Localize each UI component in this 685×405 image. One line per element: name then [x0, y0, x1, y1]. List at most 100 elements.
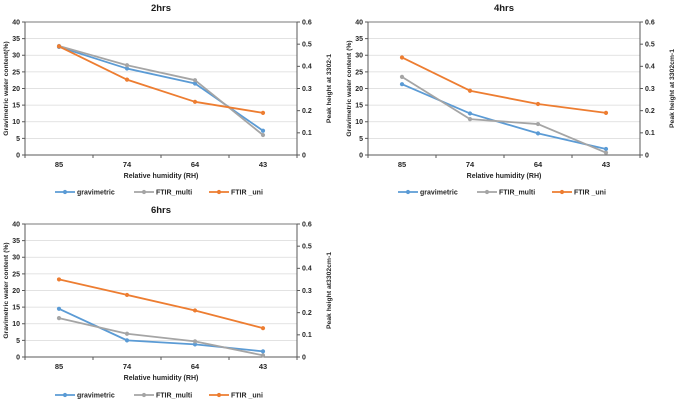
data-point [192, 81, 198, 86]
data-point [124, 77, 130, 82]
data-point [124, 66, 130, 71]
y-tick-label-right: 0.1 [302, 332, 312, 339]
data-point [467, 88, 473, 93]
y-tick-label-right: 0 [302, 152, 306, 159]
chart-6hrs: 0 5 10 15 20 25 30 35 40 0 0.1 0.2 0.3 0.4 0.5 0.6 85 74 6… [3, 205, 333, 400]
legend-label: FTIR _uni [231, 190, 263, 197]
x-tick-label: 74 [466, 160, 475, 169]
data-point [260, 132, 266, 138]
y-tick-label-left: 0 [359, 152, 363, 159]
data-point [124, 292, 130, 298]
legend-item: gravimetric [55, 393, 115, 400]
y-axis-title-right: Peak height at3302cm-1 [326, 252, 333, 329]
x-tick-label: 43 [259, 160, 267, 169]
legend-label: gravimetric [77, 190, 115, 197]
y-tick-label-right: 0.6 [645, 19, 655, 26]
chart-panel-6hrs: 0 5 10 15 20 25 30 35 40 0 0.1 0.2 0.3 0.4 0.5 0.6 85 74 6… [0, 202, 342, 405]
y-tick-label-left: 25 [12, 271, 20, 278]
legend-label: gravimetric [77, 393, 115, 400]
y-tick-label-left: 5 [16, 136, 20, 143]
legend-item: FTIR _uni [552, 190, 606, 197]
y-tick-label-right: 0.2 [302, 310, 312, 317]
chart-2hrs: 0 5 10 15 20 25 30 35 40 0 0.1 0.2 0.3 0.4 0.5 0.6 85 74 6… [3, 3, 333, 197]
y-axis-title-right: Peak height at 3302-1 [326, 54, 333, 123]
y-tick-label-right: 0 [302, 354, 306, 361]
y-tick-label-right: 0.4 [302, 64, 312, 71]
legend-marker [405, 189, 411, 195]
data-point [192, 342, 198, 347]
x-axis-title: Relative humidity (RH) [124, 375, 199, 382]
legend-marker [559, 189, 565, 195]
y-tick-label-left: 40 [12, 19, 20, 26]
legend-item: FTIR_multi [477, 190, 535, 197]
data-point [467, 111, 473, 116]
x-tick-label: 64 [534, 160, 543, 169]
y-tick-label-left: 15 [12, 103, 20, 110]
y-tick-label-left: 20 [12, 288, 20, 295]
data-point [56, 315, 62, 321]
x-tick-label: 74 [123, 362, 132, 371]
data-point [260, 128, 266, 133]
legend-label: FTIR_multi [499, 190, 535, 197]
y-tick-label-left: 40 [355, 19, 363, 26]
y-tick-label-left: 30 [12, 255, 20, 262]
x-tick-label: 74 [123, 160, 132, 169]
x-tick-label: 85 [398, 160, 406, 169]
data-point [192, 78, 198, 83]
y-tick-label-right: 0.3 [302, 86, 312, 93]
y-tick-label-left: 25 [12, 69, 20, 76]
x-tick-label: 64 [191, 160, 200, 169]
legend-label: FTIR _uni [574, 190, 606, 197]
legend-marker [216, 189, 222, 195]
y-tick-label-left: 10 [12, 321, 20, 328]
y-tick-label-right: 0.5 [645, 42, 655, 49]
y-tick-label-right: 0.2 [645, 108, 655, 115]
data-point [124, 331, 130, 336]
data-point [260, 349, 266, 354]
y-tick-label-right: 0 [645, 152, 649, 159]
x-tick-label: 85 [55, 160, 63, 169]
data-point [56, 306, 62, 311]
data-point [603, 110, 609, 115]
data-point [467, 116, 473, 122]
y-tick-label-left: 30 [12, 53, 20, 60]
y-tick-label-left: 10 [355, 119, 363, 126]
chart-title: 2hrs [151, 3, 171, 14]
y-axis-title-right: Peak height at 3302cm-1 [669, 49, 676, 128]
y-tick-label-right: 0.1 [645, 130, 655, 137]
y-tick-label-left: 20 [355, 86, 363, 93]
legend-marker [141, 189, 147, 195]
legend-item: FTIR_multi [134, 190, 192, 197]
y-tick-label-right: 0.5 [302, 244, 312, 251]
data-point [260, 353, 266, 358]
legend-marker [141, 392, 147, 398]
y-tick-label-right: 0.6 [302, 221, 312, 228]
legend-label: gravimetric [420, 190, 458, 197]
series-line-FTIR_multi [58, 317, 264, 357]
x-tick-label: 43 [259, 362, 267, 371]
y-tick-label-left: 15 [12, 305, 20, 312]
data-point [260, 326, 266, 331]
legend-item: gravimetric [398, 190, 458, 197]
y-tick-label-left: 35 [12, 238, 20, 245]
y-tick-label-right: 0.6 [302, 19, 312, 26]
y-axis-title-left: Gravimetric water content(%) [3, 41, 10, 135]
chart-panel-4hrs: 0 5 10 15 20 25 30 35 40 0 0.1 0.2 0.3 0.4 0.5 0.6 85 74 6… [343, 0, 685, 202]
legend-item: gravimetric [55, 190, 115, 197]
data-point [399, 74, 405, 79]
chart-4hrs: 0 5 10 15 20 25 30 35 40 0 0.1 0.2 0.3 0.4 0.5 0.6 85 74 6… [346, 3, 676, 197]
y-tick-label-left: 40 [12, 221, 20, 228]
legend-marker [62, 392, 68, 398]
y-tick-label-left: 0 [16, 354, 20, 361]
data-point [192, 308, 198, 313]
legend-item: FTIR _uni [209, 190, 263, 197]
data-point [124, 63, 130, 68]
series-line-FTIR-_uni [58, 278, 264, 330]
data-point [603, 146, 609, 152]
legend-label: FTIR_multi [156, 393, 192, 400]
y-tick-label-right: 0.4 [302, 266, 312, 273]
x-axis-title: Relative humidity (RH) [467, 173, 542, 180]
series-line-gravimetric [58, 307, 264, 353]
y-tick-label-right: 0.5 [302, 42, 312, 49]
